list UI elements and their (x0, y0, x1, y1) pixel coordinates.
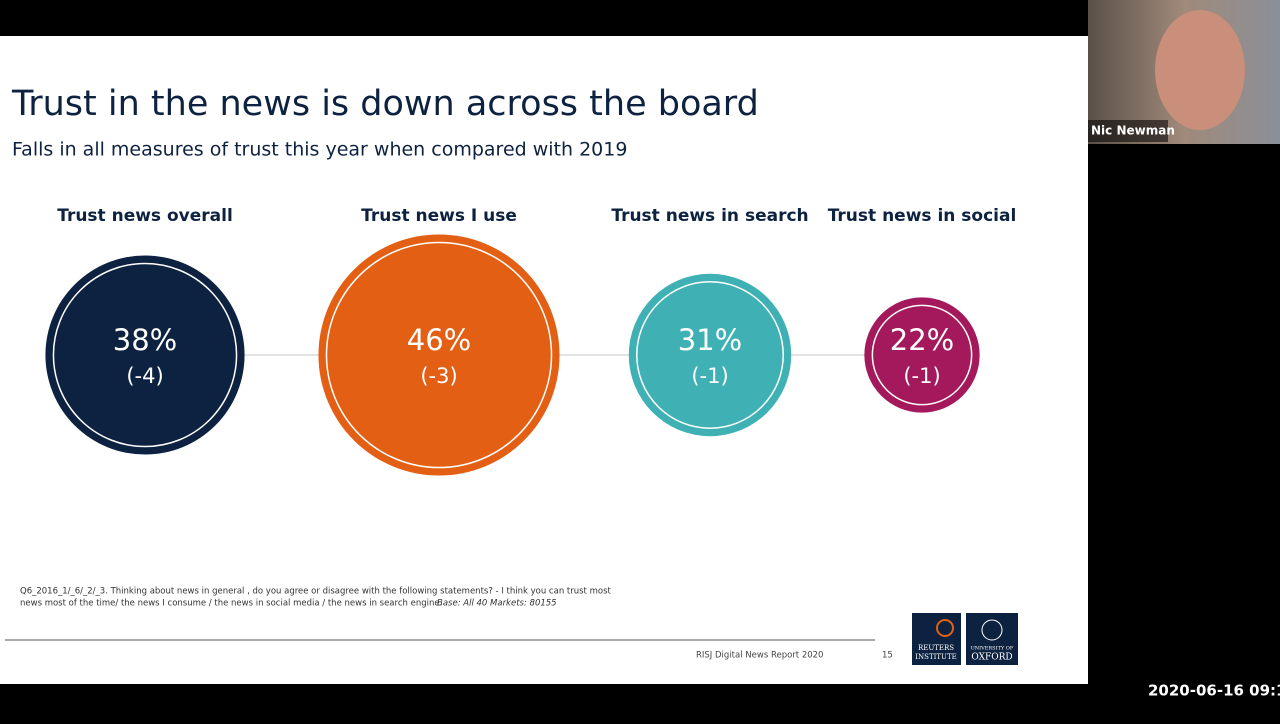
logo-text: OXFORD (971, 653, 1012, 663)
value-label: 22% (890, 323, 954, 357)
logo-text: INSTITUTE (915, 653, 956, 661)
logo-oxford (966, 613, 1018, 665)
bubble (628, 273, 792, 437)
page-number: 15 (882, 651, 893, 661)
timestamp: 2020-06-16 09:1 (1148, 682, 1280, 700)
footer-text: RISJ Digital News Report 2020 (696, 651, 823, 661)
category-label: Trust news overall (57, 206, 233, 226)
bubble-ring (52, 262, 238, 448)
bubble-ring (325, 241, 553, 469)
logo-reuters (912, 613, 961, 665)
name-tag (1088, 120, 1168, 142)
change-label: (-1) (903, 364, 940, 388)
value-label: 31% (678, 323, 742, 357)
value-label: 46% (407, 323, 471, 357)
bubble (318, 234, 560, 476)
change-label: (-4) (126, 364, 163, 388)
logo-text: UNIVERSITY OF (971, 646, 1014, 652)
participant-name: Nic Newman (1091, 124, 1175, 138)
bubble-ring (636, 281, 784, 429)
bubbles: Trust news overall 38% (-4) Trust news I us… (45, 206, 1016, 476)
participant-face (1155, 10, 1245, 130)
change-label: (-3) (420, 364, 457, 388)
slide-subtitle: Falls in all measures of trust this year… (12, 139, 627, 161)
footnote: news most of the time/ the news I consum… (20, 599, 442, 609)
slide-title: Trust in the news is down across the boa… (11, 84, 759, 124)
bubble (45, 255, 245, 455)
category-label: Trust news in search (611, 206, 808, 226)
category-label: Trust news I use (361, 206, 517, 226)
bubble (864, 297, 980, 413)
logo-emblem (936, 619, 954, 637)
footnote: Q6_2016_1/_6/_2/_3. Thinking about news … (20, 587, 611, 597)
logo-text: REUTERS (918, 644, 954, 652)
footnote-base: Base: All 40 Markets: 80155 (437, 599, 557, 609)
value-label: 38% (113, 323, 177, 357)
change-label: (-1) (691, 364, 728, 388)
category-label: Trust news in social (828, 206, 1017, 226)
logo-emblem (981, 619, 1003, 641)
bubble-ring (871, 304, 973, 406)
